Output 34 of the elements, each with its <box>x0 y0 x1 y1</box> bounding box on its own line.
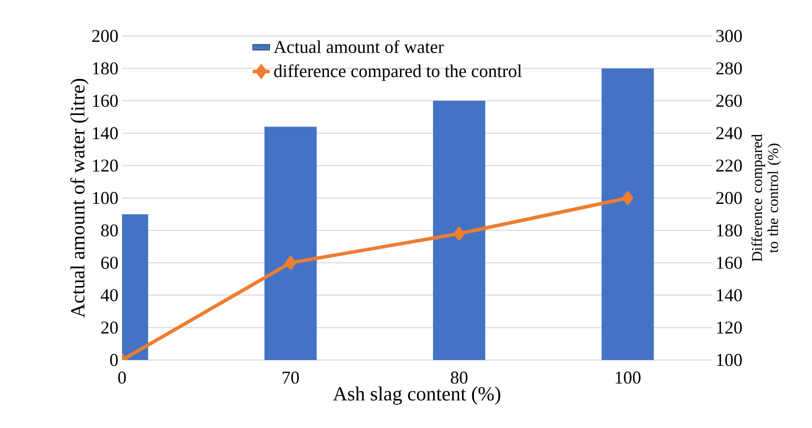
y-tick-label: 120 <box>93 160 118 172</box>
y2-tick-label: 120 <box>717 322 742 334</box>
x-tick-label: 80 <box>450 372 468 384</box>
y-tick-label: 0 <box>110 354 118 366</box>
point <box>285 256 296 270</box>
y-tick-label: 140 <box>93 127 118 140</box>
y2-tick-label: 100 <box>717 354 742 366</box>
y-tick-label: 160 <box>93 94 118 107</box>
y-tick-label: 80 <box>101 224 118 236</box>
y2-tick-label: 140 <box>717 289 742 302</box>
legend-label: difference compared to the control <box>274 64 522 81</box>
y2-tick-label: 240 <box>716 127 742 140</box>
x-axis-title: Ash slag content (%) <box>333 386 500 405</box>
y-tick-label: 200 <box>92 30 118 42</box>
y2-tick-label: 220 <box>716 160 742 172</box>
point <box>622 191 634 205</box>
y-tick-label: 60 <box>101 256 118 269</box>
x-tick-label: 100 <box>616 372 641 384</box>
y-tick-label: 100 <box>93 192 118 204</box>
y2-tick-label: 200 <box>716 192 742 204</box>
y-tick-label: 20 <box>101 322 118 334</box>
y2-tick-label: 180 <box>717 224 742 236</box>
y-tick-label: 180 <box>93 62 118 74</box>
y2-tick-label: 300 <box>716 30 742 42</box>
x-tick-label: 70 <box>282 372 299 384</box>
y2-axis-title: Difference compared to the control (%) <box>751 134 782 262</box>
y2-tick-label: 260 <box>716 94 742 107</box>
y2-tick-label: 280 <box>716 62 742 74</box>
point <box>454 226 465 240</box>
y-tick-label: 40 <box>100 289 118 302</box>
y-axis-title: Actual amount of water (litre) <box>70 78 89 318</box>
x-tick-label: 0 <box>118 372 126 384</box>
legend-label: Actual amount of water <box>274 40 444 54</box>
y2-tick-label: 160 <box>717 256 742 269</box>
